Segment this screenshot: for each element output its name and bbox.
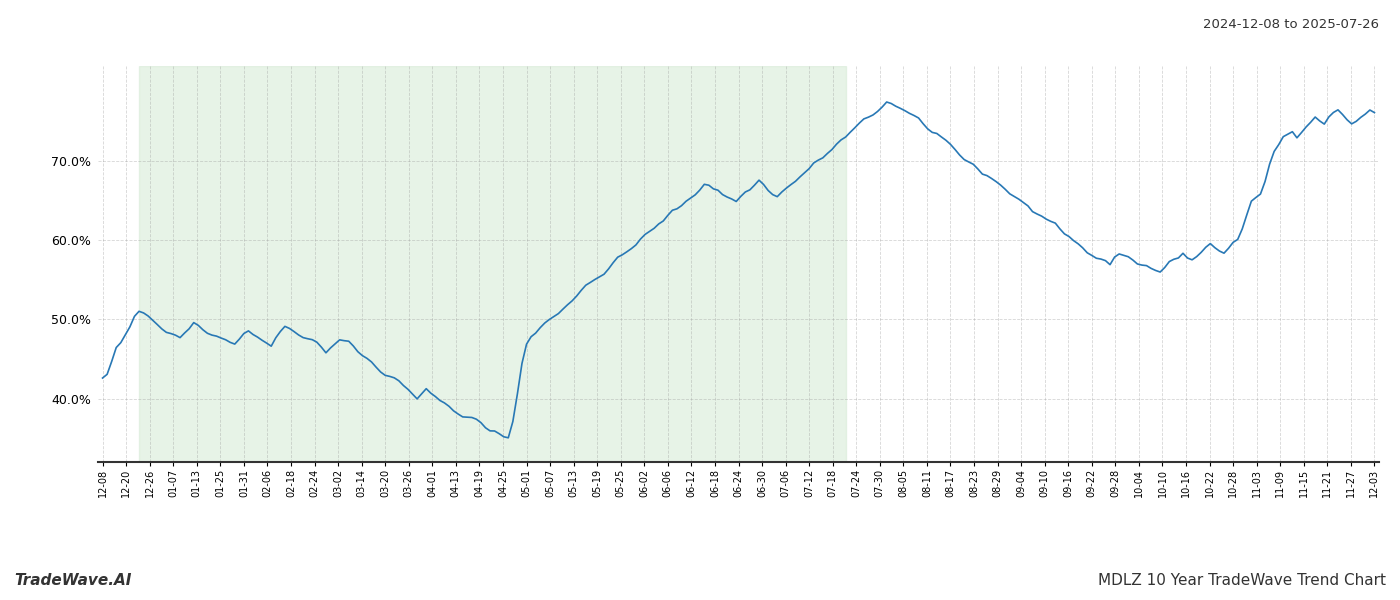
Text: MDLZ 10 Year TradeWave Trend Chart: MDLZ 10 Year TradeWave Trend Chart — [1098, 573, 1386, 588]
Text: 2024-12-08 to 2025-07-26: 2024-12-08 to 2025-07-26 — [1203, 18, 1379, 31]
Text: TradeWave.AI: TradeWave.AI — [14, 573, 132, 588]
Bar — [139, 66, 846, 462]
